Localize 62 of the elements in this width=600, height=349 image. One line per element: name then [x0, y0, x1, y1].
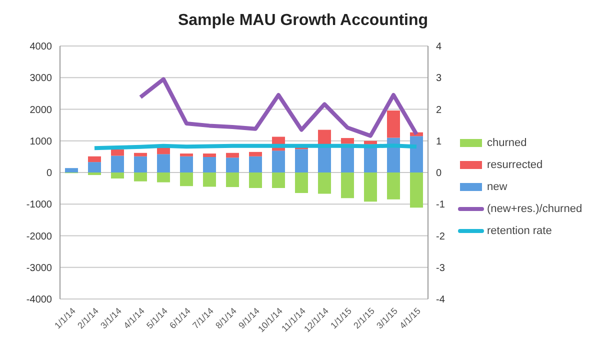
- legend-label: retention rate: [487, 224, 552, 236]
- bar: [295, 172, 308, 194]
- legend-label: new: [487, 180, 508, 192]
- bar: [249, 152, 262, 156]
- y2-tick-label: -1: [436, 200, 446, 211]
- y-tick-label: -1000: [26, 200, 52, 211]
- bar: [88, 156, 101, 162]
- bar: [203, 172, 216, 187]
- legend-label: resurrected: [487, 158, 543, 170]
- bar: [157, 172, 170, 182]
- y2-tick-label: -2: [436, 231, 446, 242]
- bar: [111, 156, 124, 172]
- bar: [226, 152, 239, 158]
- bar: [387, 110, 400, 138]
- y2-tick-label: -3: [436, 262, 446, 274]
- y2-tick-label: 4: [436, 42, 442, 53]
- bar: [272, 150, 285, 172]
- bar: [249, 172, 262, 188]
- bar: [387, 172, 400, 200]
- bar: [134, 152, 147, 156]
- y-tick-label: -2000: [26, 231, 52, 242]
- chart-title: Sample MAU Growth Accounting: [176, 11, 430, 31]
- legend-label: churned: [487, 136, 527, 148]
- bar: [341, 138, 354, 144]
- y2-tick-label: 1: [436, 136, 442, 148]
- bar: [157, 154, 170, 172]
- bar: [134, 172, 147, 182]
- bar: [65, 168, 78, 172]
- bar: [111, 149, 124, 156]
- bar: [203, 154, 216, 158]
- y-tick-label: 2000: [30, 104, 52, 116]
- bar: [318, 130, 331, 144]
- bar: [410, 172, 423, 208]
- bar: [180, 172, 193, 186]
- legend-label: (new+res.)/churned: [487, 202, 582, 214]
- y2-tick-label: 0: [436, 168, 442, 180]
- bar: [180, 154, 193, 156]
- y-tick-label: -3000: [26, 262, 52, 274]
- bar: [226, 158, 239, 172]
- bar: [295, 149, 308, 172]
- bar: [203, 157, 216, 172]
- bar: [272, 172, 285, 188]
- bar: [318, 172, 331, 194]
- y-tick-label: 0: [46, 168, 52, 180]
- bar: [111, 172, 124, 179]
- y-tick-label: 3000: [30, 73, 52, 84]
- bar: [249, 156, 262, 172]
- bar: [180, 156, 193, 172]
- bar: [134, 156, 147, 172]
- y2-tick-label: -4: [436, 294, 446, 306]
- y-tick-label: -4000: [26, 294, 52, 306]
- bar: [364, 172, 377, 202]
- bar: [410, 136, 423, 172]
- y-tick-label: 4000: [30, 42, 52, 53]
- bar: [226, 172, 239, 188]
- bar: [88, 172, 101, 176]
- bar: [88, 162, 101, 172]
- bar: [341, 172, 354, 198]
- line-series: [138, 77, 418, 138]
- y2-tick-label: 3: [436, 73, 442, 84]
- y2-tick-label: 2: [436, 104, 442, 116]
- y-tick-label: 1000: [30, 136, 52, 148]
